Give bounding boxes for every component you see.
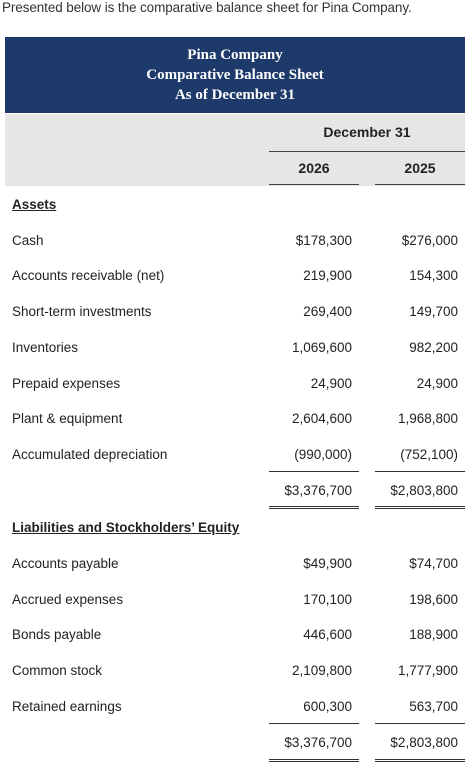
row-label: Accounts payable xyxy=(12,556,119,571)
row-label: Prepaid expenses xyxy=(12,376,121,391)
row-label: Plant & equipment xyxy=(12,411,123,426)
table-row: Plant & equipment 2,604,600 1,968,800 xyxy=(0,411,475,431)
assets-total-2026: $3,376,700 xyxy=(284,483,352,498)
value-2026: 170,100 xyxy=(303,592,352,607)
total-double-rule-2025 xyxy=(375,506,465,509)
value-2026: 2,109,800 xyxy=(291,663,352,678)
company-name: Pina Company xyxy=(187,47,283,63)
total-double-rule-2026 xyxy=(269,506,359,509)
subtotal-rule-2025 xyxy=(375,723,465,724)
statement-header: Pina Company Comparative Balance Sheet A… xyxy=(5,37,465,113)
value-2025: 1,777,900 xyxy=(397,663,458,678)
table-row: Bonds payable 446,600 188,900 xyxy=(0,627,475,647)
value-2025: 1,968,800 xyxy=(397,411,458,426)
statement-date: As of December 31 xyxy=(174,87,296,103)
table-row: Accrued expenses 170,100 198,600 xyxy=(0,592,475,612)
value-2025: 188,900 xyxy=(409,627,458,642)
assets-total-row: $3,376,700 $2,803,800 xyxy=(0,483,475,503)
total-double-rule-2026 xyxy=(269,759,359,762)
value-2025: 198,600 xyxy=(409,592,458,607)
year-2025-rule xyxy=(375,184,465,185)
column-group-rule xyxy=(269,151,465,152)
value-2026: $49,900 xyxy=(303,556,352,571)
row-label: Common stock xyxy=(12,663,103,678)
assets-section-title: Assets xyxy=(12,197,57,212)
table-row: Retained earnings 600,300 563,700 xyxy=(0,699,475,719)
value-2026: 24,900 xyxy=(310,376,352,391)
table-row: Common stock 2,109,800 1,777,900 xyxy=(0,663,475,683)
row-label: Accounts receivable (net) xyxy=(12,268,165,283)
table-row: Inventories 1,069,600 982,200 xyxy=(0,340,475,360)
subtotal-rule-2026 xyxy=(269,471,359,472)
table-row: Cash $178,300 $276,000 xyxy=(0,233,475,253)
value-2026: $178,300 xyxy=(295,233,352,248)
table-row: Short-term investments 269,400 149,700 xyxy=(0,304,475,324)
subtotal-rule-2026 xyxy=(269,723,359,724)
liabilities-section-row: Liabilities and Stockholders’ Equity xyxy=(0,520,475,540)
liabilities-section-title: Liabilities and Stockholders’ Equity xyxy=(12,520,240,535)
subtotal-rule-2025 xyxy=(375,471,465,472)
value-2026: 2,604,600 xyxy=(291,411,352,426)
value-2026: 600,300 xyxy=(303,699,352,714)
row-label: Bonds payable xyxy=(12,627,102,642)
value-2026: (990,000) xyxy=(294,447,352,462)
value-2025: 24,900 xyxy=(416,376,458,391)
row-label: Accrued expenses xyxy=(12,592,124,607)
row-label: Cash xyxy=(12,233,44,248)
value-2025: 149,700 xyxy=(409,304,458,319)
value-2026: 219,900 xyxy=(303,268,352,283)
value-2025: 982,200 xyxy=(409,340,458,355)
intro-text: Presented below is the comparative balan… xyxy=(2,0,412,15)
column-header-band xyxy=(5,114,465,186)
total-double-rule-2025 xyxy=(375,759,465,762)
statement-title: Comparative Balance Sheet xyxy=(146,67,324,83)
table-row: Accounts payable $49,900 $74,700 xyxy=(0,556,475,576)
value-2025: $74,700 xyxy=(409,556,458,571)
table-row: Accumulated depreciation (990,000) (752,… xyxy=(0,447,475,467)
value-2025: 154,300 xyxy=(409,268,458,283)
liabilities-total-row: $3,376,700 $2,803,800 xyxy=(0,735,475,755)
value-2026: 446,600 xyxy=(303,627,352,642)
row-label: Inventories xyxy=(12,340,79,355)
value-2026: 269,400 xyxy=(303,304,352,319)
assets-total-2025: $2,803,800 xyxy=(390,483,458,498)
row-label: Short-term investments xyxy=(12,304,152,319)
value-2026: 1,069,600 xyxy=(291,340,352,355)
liabilities-total-2025: $2,803,800 xyxy=(390,735,458,750)
value-2025: $276,000 xyxy=(401,233,458,248)
row-label: Retained earnings xyxy=(12,699,122,714)
row-label: Accumulated depreciation xyxy=(12,447,168,462)
value-2025: (752,100) xyxy=(400,447,458,462)
value-2025: 563,700 xyxy=(409,699,458,714)
column-group-label: December 31 xyxy=(323,124,411,140)
assets-section-row: Assets xyxy=(0,197,475,217)
liabilities-total-2026: $3,376,700 xyxy=(284,735,352,750)
year-2026-header: 2026 xyxy=(298,160,330,176)
table-row: Prepaid expenses 24,900 24,900 xyxy=(0,376,475,396)
table-row: Accounts receivable (net) 219,900 154,30… xyxy=(0,268,475,288)
year-2026-rule xyxy=(269,184,359,185)
year-2025-header: 2025 xyxy=(404,160,436,176)
